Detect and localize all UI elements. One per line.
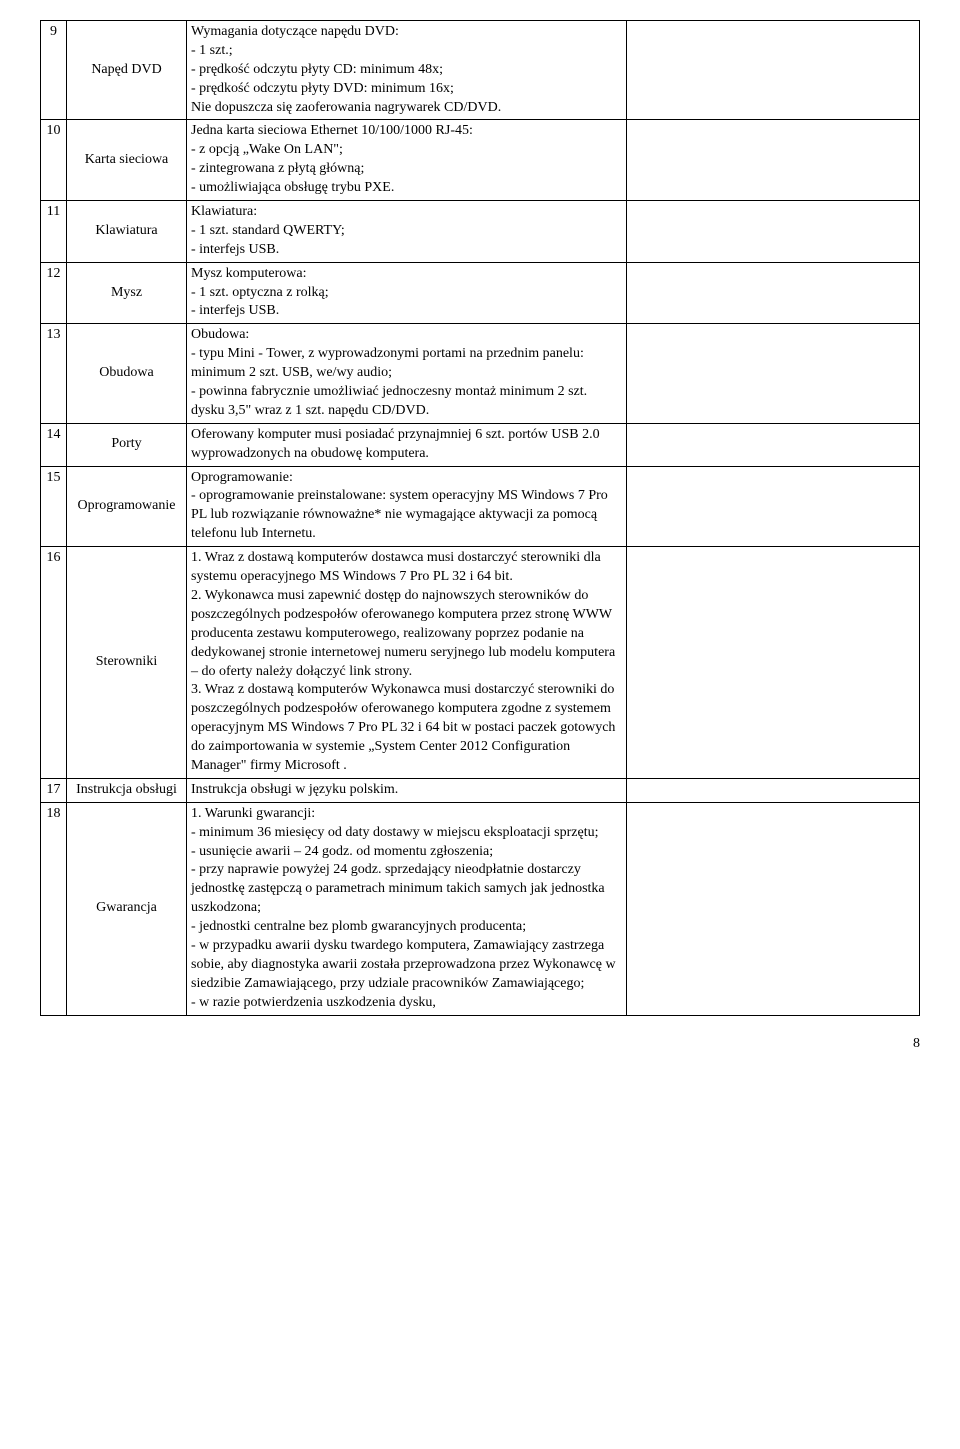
row-description: Wymagania dotyczące napędu DVD:- 1 szt.;… — [187, 21, 627, 120]
row-description: Mysz komputerowa:- 1 szt. optyczna z rol… — [187, 262, 627, 324]
row-empty — [627, 201, 920, 263]
row-name: Obudowa — [67, 324, 187, 423]
row-empty — [627, 802, 920, 1015]
row-empty — [627, 423, 920, 466]
row-empty — [627, 466, 920, 547]
row-number: 16 — [41, 547, 67, 779]
row-description: Oprogramowanie:- oprogramowanie preinsta… — [187, 466, 627, 547]
row-name: Porty — [67, 423, 187, 466]
row-description: 1. Warunki gwarancji:- minimum 36 miesię… — [187, 802, 627, 1015]
table-row: 11KlawiaturaKlawiatura:- 1 szt. standard… — [41, 201, 920, 263]
row-description: Jedna karta sieciowa Ethernet 10/100/100… — [187, 120, 627, 201]
row-description: Instrukcja obsługi w języku polskim. — [187, 778, 627, 802]
row-number: 12 — [41, 262, 67, 324]
row-description: Oferowany komputer musi posiadać przynaj… — [187, 423, 627, 466]
row-name: Instrukcja obsługi — [67, 778, 187, 802]
row-number: 14 — [41, 423, 67, 466]
table-row: 9Napęd DVDWymagania dotyczące napędu DVD… — [41, 21, 920, 120]
row-name: Karta sieciowa — [67, 120, 187, 201]
table-row: 18Gwarancja1. Warunki gwarancji:- minimu… — [41, 802, 920, 1015]
row-name: Sterowniki — [67, 547, 187, 779]
row-name: Oprogramowanie — [67, 466, 187, 547]
row-name: Mysz — [67, 262, 187, 324]
row-empty — [627, 262, 920, 324]
row-description: Obudowa:- typu Mini - Tower, z wyprowadz… — [187, 324, 627, 423]
row-description: 1. Wraz z dostawą komputerów dostawca mu… — [187, 547, 627, 779]
row-number: 9 — [41, 21, 67, 120]
table-row: 17Instrukcja obsługiInstrukcja obsługi w… — [41, 778, 920, 802]
row-empty — [627, 324, 920, 423]
row-name: Klawiatura — [67, 201, 187, 263]
row-number: 17 — [41, 778, 67, 802]
table-row: 15OprogramowanieOprogramowanie:- oprogra… — [41, 466, 920, 547]
row-name: Gwarancja — [67, 802, 187, 1015]
spec-table: 9Napęd DVDWymagania dotyczące napędu DVD… — [40, 20, 920, 1016]
table-row: 13ObudowaObudowa:- typu Mini - Tower, z … — [41, 324, 920, 423]
row-number: 15 — [41, 466, 67, 547]
page-number: 8 — [40, 1036, 920, 1052]
row-number: 10 — [41, 120, 67, 201]
row-empty — [627, 778, 920, 802]
table-row: 16Sterowniki1. Wraz z dostawą komputerów… — [41, 547, 920, 779]
table-row: 14PortyOferowany komputer musi posiadać … — [41, 423, 920, 466]
row-number: 11 — [41, 201, 67, 263]
row-number: 13 — [41, 324, 67, 423]
row-empty — [627, 21, 920, 120]
table-row: 10Karta sieciowaJedna karta sieciowa Eth… — [41, 120, 920, 201]
row-empty — [627, 547, 920, 779]
row-description: Klawiatura:- 1 szt. standard QWERTY;- in… — [187, 201, 627, 263]
row-empty — [627, 120, 920, 201]
row-name: Napęd DVD — [67, 21, 187, 120]
table-row: 12MyszMysz komputerowa:- 1 szt. optyczna… — [41, 262, 920, 324]
row-number: 18 — [41, 802, 67, 1015]
